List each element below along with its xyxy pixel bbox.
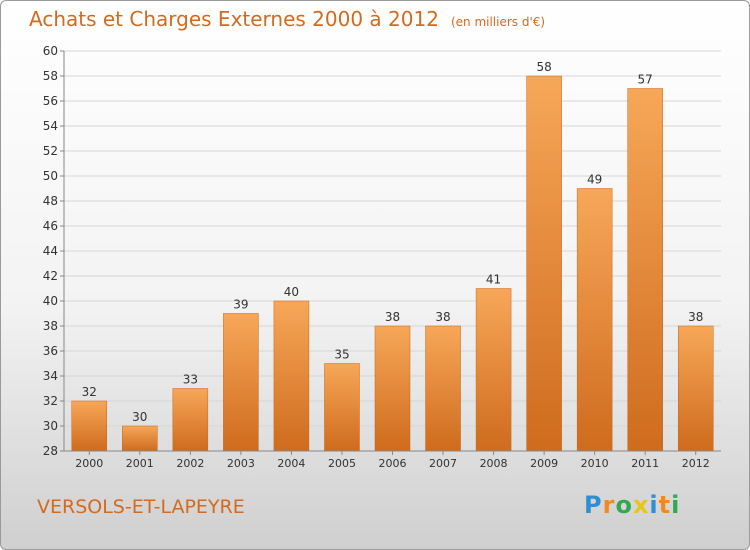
y-axis-ticks: 28 30 32 34 36 38 40 42 44 46 48 50 52 54 56 58 60 [43, 44, 64, 458]
x-tick-label: 2006 [379, 457, 407, 470]
y-tick-label: 60 [43, 44, 58, 58]
y-tick-label: 52 [43, 144, 58, 158]
y-tick-label: 58 [43, 69, 58, 83]
y-tick-label: 34 [43, 369, 58, 383]
bar-value-label: 39 [233, 298, 248, 312]
y-tick-label: 46 [43, 219, 58, 233]
y-tick-label: 32 [43, 394, 58, 408]
logo-letter: i [649, 491, 659, 519]
bar [627, 88, 663, 452]
x-tick-label: 2001 [126, 457, 154, 470]
bar-value-label: 38 [385, 310, 400, 324]
bar-value-label: 33 [183, 373, 198, 387]
logo-letter: x [632, 491, 650, 519]
y-tick-label: 30 [43, 419, 58, 433]
bar [425, 325, 461, 452]
x-tick-label: 2000 [75, 457, 103, 470]
y-tick-label: 56 [43, 94, 58, 108]
bar-value-label: 38 [688, 310, 703, 324]
logo-letter: P [584, 491, 603, 519]
bar [576, 188, 613, 452]
x-tick-label: 2012 [682, 457, 710, 470]
bar-value-label: 30 [132, 410, 147, 424]
x-tick-label: 2003 [227, 457, 255, 470]
y-tick-label: 42 [43, 269, 58, 283]
x-tick-label: 2007 [429, 457, 457, 470]
bar-value-label: 49 [587, 173, 602, 187]
x-axis-ticks: 2000 2001 2002 2003 2004 2005 2006 2007 2008 2009… [75, 451, 710, 470]
y-tick-label: 44 [43, 244, 58, 258]
bar [526, 75, 562, 452]
bar-value-label: 58 [536, 60, 551, 74]
x-tick-label: 2011 [631, 457, 659, 470]
y-tick-label: 36 [43, 344, 58, 358]
chart-title: Achats et Charges Externes 2000 à 2012 [29, 7, 439, 31]
logo-letter: i [671, 491, 681, 519]
x-tick-label: 2005 [328, 457, 356, 470]
place-name: VERSOLS-ET-LAPEYRE [37, 496, 245, 518]
x-tick-label: 2002 [176, 457, 204, 470]
x-tick-label: 2004 [277, 457, 305, 470]
bar [172, 388, 209, 452]
bar [273, 300, 310, 452]
bar [475, 288, 512, 452]
bar [324, 363, 360, 452]
bar-value-label: 41 [486, 273, 501, 287]
bar [71, 400, 108, 452]
bar-value-label: 38 [435, 310, 450, 324]
bar [374, 325, 411, 452]
y-tick-label: 54 [43, 119, 58, 133]
y-tick-label: 38 [43, 319, 58, 333]
logo-letter: t [658, 491, 672, 519]
logo-letter: o [615, 491, 633, 519]
bars [71, 75, 714, 452]
bar [223, 313, 259, 452]
proxiti-logo: Proxiti [584, 491, 680, 519]
y-tick-label: 40 [43, 294, 58, 308]
x-tick-label: 2009 [530, 457, 558, 470]
x-tick-label: 2010 [581, 457, 609, 470]
y-tick-label: 28 [43, 444, 58, 458]
y-tick-label: 50 [43, 169, 58, 183]
title-row: Achats et Charges Externes 2000 à 2012 (e… [29, 7, 545, 31]
bar-value-labels: 32 30 33 39 40 35 38 38 41 58 49 57 38 [82, 60, 704, 424]
bar [677, 325, 714, 452]
bar-value-label: 32 [82, 385, 97, 399]
bar [122, 425, 158, 452]
logo-letter: r [602, 491, 616, 519]
chart-unit: (en milliers d'€) [450, 15, 546, 29]
bar-value-label: 57 [638, 73, 653, 87]
x-tick-label: 2008 [480, 457, 508, 470]
y-tick-label: 48 [43, 194, 58, 208]
bar-value-label: 35 [334, 348, 349, 362]
bar-value-label: 40 [284, 285, 299, 299]
